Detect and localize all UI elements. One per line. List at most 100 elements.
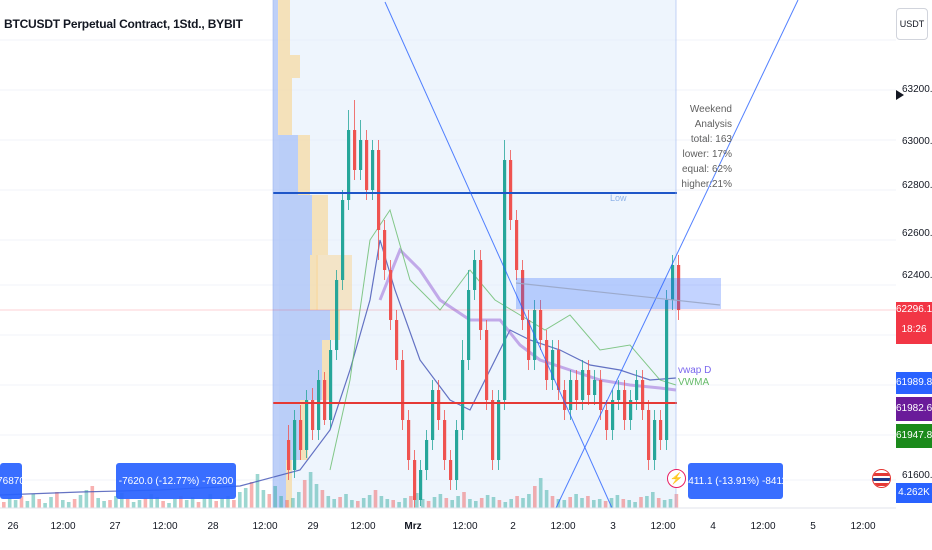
candle-body bbox=[467, 290, 471, 360]
candle-body bbox=[551, 350, 555, 380]
volume-bar bbox=[273, 486, 277, 508]
volume-bar bbox=[533, 486, 537, 508]
volume-profile-bar bbox=[273, 135, 298, 195]
volume-bar bbox=[397, 502, 401, 508]
candle-body bbox=[473, 260, 477, 290]
volume-bar bbox=[326, 496, 331, 508]
candle-body bbox=[383, 230, 387, 270]
volume-bar bbox=[639, 497, 643, 508]
volume-bar bbox=[521, 498, 525, 508]
volume-bar bbox=[379, 496, 384, 508]
currency-button[interactable]: USDT bbox=[896, 8, 928, 40]
us-flag-event-icon[interactable] bbox=[872, 469, 891, 488]
volume-profile-bar bbox=[300, 400, 308, 460]
measure-label-right[interactable]: -8411.1 (-13.91%) -84111 bbox=[679, 463, 792, 499]
candle-body bbox=[581, 370, 585, 400]
candle-body bbox=[629, 400, 633, 420]
price-cursor-icon bbox=[896, 90, 904, 100]
horizontal-levels bbox=[272, 0, 677, 508]
candle-body bbox=[479, 260, 483, 330]
volume-bar bbox=[2, 502, 6, 508]
volume-profile-bar bbox=[273, 340, 322, 400]
price-label: 61600.0 bbox=[902, 470, 932, 481]
volume-bar bbox=[297, 492, 301, 508]
volume-bar bbox=[474, 501, 478, 508]
measure-label-left[interactable]: 76870 bbox=[0, 463, 25, 499]
time-label: 12:00 bbox=[452, 521, 478, 532]
candle-body bbox=[341, 200, 345, 280]
candle-body bbox=[665, 300, 669, 440]
volume-bar bbox=[96, 498, 100, 508]
volume-bar bbox=[84, 490, 89, 508]
volume-bar bbox=[627, 500, 631, 508]
vwap-w-line bbox=[378, 247, 677, 392]
volume-bar bbox=[621, 499, 626, 508]
time-label: 27 bbox=[109, 521, 121, 532]
candle-body bbox=[293, 420, 297, 470]
price-label: 62800.0 bbox=[902, 180, 932, 191]
volume-profile bbox=[273, 0, 352, 508]
volume-bar bbox=[143, 498, 148, 508]
volume-bar bbox=[302, 480, 307, 508]
volume-profile-bar bbox=[278, 55, 300, 78]
volume-bar bbox=[597, 499, 602, 508]
volume-bar bbox=[415, 493, 419, 508]
candle-body bbox=[587, 370, 591, 395]
candle-body bbox=[329, 350, 333, 420]
volume-bar bbox=[468, 499, 472, 508]
volume-bar bbox=[438, 494, 443, 508]
time-label: Mrz bbox=[404, 521, 422, 532]
volume-bar bbox=[544, 490, 549, 508]
candle-body bbox=[539, 310, 543, 340]
volume-profile-bar bbox=[273, 55, 278, 78]
volume-bar bbox=[456, 496, 460, 508]
volume-bar bbox=[125, 499, 130, 508]
candle-body bbox=[401, 360, 405, 420]
candle-body bbox=[491, 400, 495, 460]
volume-bar bbox=[580, 498, 584, 508]
volume-bar bbox=[491, 497, 496, 508]
time-label: 28 bbox=[207, 521, 219, 532]
candle-body bbox=[287, 440, 291, 470]
volume-bar bbox=[592, 500, 596, 508]
vwap-w-tag: 61982.6 bbox=[896, 397, 932, 421]
time-label: 12:00 bbox=[650, 521, 676, 532]
volume-bar bbox=[432, 497, 437, 508]
volume-bar bbox=[651, 492, 655, 508]
volume-profile-bar bbox=[273, 195, 312, 255]
volume-profile-bar bbox=[273, 255, 310, 310]
candle-body bbox=[377, 150, 381, 230]
weekend-analysis-total: total: 163 bbox=[690, 134, 732, 145]
volume-bar bbox=[568, 497, 572, 508]
candle-body bbox=[497, 400, 501, 460]
lightning-event-icon[interactable]: ⚡ bbox=[667, 469, 686, 488]
volume-bar bbox=[385, 499, 390, 508]
volume-bar bbox=[226, 496, 230, 508]
volume-bar bbox=[656, 498, 661, 508]
volume-bar bbox=[285, 500, 289, 508]
volume-profile-bar bbox=[316, 255, 352, 310]
volume-bar bbox=[668, 499, 673, 508]
regression-line[interactable] bbox=[515, 282, 721, 306]
weekend-analysis-higher: higher:21% bbox=[681, 179, 732, 190]
measure-label-middle[interactable]: -7620.0 (-12.77%) -76200 bbox=[116, 463, 236, 499]
volume-bar bbox=[43, 503, 47, 508]
candlesticks bbox=[287, 100, 681, 508]
volume-bar bbox=[25, 501, 30, 508]
volume-bar bbox=[515, 496, 519, 508]
low-label: Low bbox=[610, 193, 627, 203]
volume-bar bbox=[356, 501, 360, 508]
time-label: 12:00 bbox=[50, 521, 76, 532]
time-label: 12:00 bbox=[350, 521, 376, 532]
volume-bar bbox=[373, 490, 378, 508]
weekend-analysis-equal: equal: 62% bbox=[681, 164, 732, 175]
trend-line-2[interactable] bbox=[555, 0, 799, 509]
candle-body bbox=[635, 380, 639, 400]
vwma-label: VWMA bbox=[678, 377, 710, 388]
volume-bar bbox=[232, 500, 236, 508]
candle-body bbox=[677, 265, 681, 310]
trend-line-1[interactable] bbox=[384, 1, 613, 509]
candle-body bbox=[455, 430, 459, 480]
time-label: 26 bbox=[7, 521, 19, 532]
